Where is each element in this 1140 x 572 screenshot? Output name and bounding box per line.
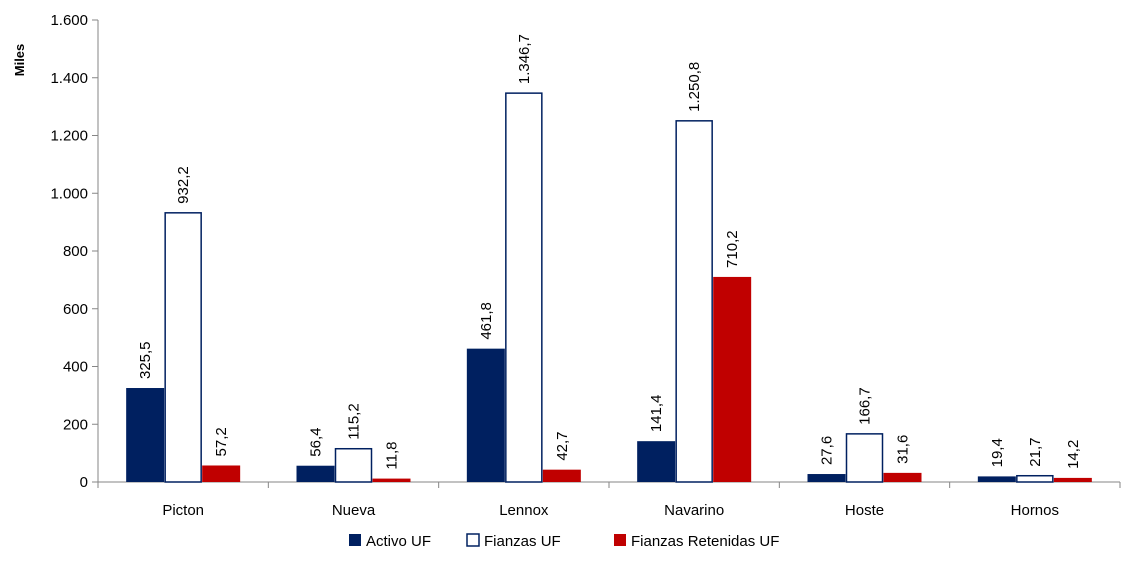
data-label: 14,2	[1065, 440, 1082, 469]
bar	[977, 476, 1016, 482]
data-label: 19,4	[989, 438, 1006, 467]
y-tick-label: 200	[63, 416, 88, 433]
bar	[675, 120, 713, 483]
bar	[1016, 474, 1054, 483]
legend-label: Fianzas Retenidas UF	[631, 533, 779, 550]
y-tick-label: 1.600	[50, 12, 88, 29]
bar	[334, 447, 373, 483]
legend-swatch	[466, 533, 480, 547]
y-tick-label: 1.000	[50, 185, 88, 202]
y-tick-label: 600	[63, 301, 88, 318]
x-tick-label: Hoste	[845, 502, 884, 519]
bar	[542, 469, 581, 482]
data-label: 27,6	[819, 436, 836, 465]
y-tick-label: 1.400	[50, 70, 88, 87]
bar	[126, 388, 165, 482]
data-label: 461,8	[478, 302, 495, 340]
data-label: 710,2	[724, 230, 741, 268]
y-tick-label: 0	[80, 474, 88, 491]
data-label: 1.346,7	[516, 34, 533, 84]
data-label: 56,4	[308, 428, 325, 457]
data-label: 325,5	[137, 341, 154, 379]
data-label: 932,2	[175, 166, 192, 204]
x-tick-label: Picton	[162, 502, 204, 519]
x-tick-label: Lennox	[499, 502, 549, 519]
legend-swatch	[614, 534, 626, 546]
data-label: 1.250,8	[686, 62, 703, 112]
y-tick-label: 1.200	[50, 128, 88, 145]
data-label: 11,8	[384, 441, 401, 469]
legend-label: Fianzas UF	[484, 533, 561, 550]
data-label: 166,7	[857, 387, 874, 425]
bar	[637, 441, 676, 482]
bar	[296, 465, 335, 482]
data-label: 42,7	[554, 431, 571, 460]
bar	[466, 348, 505, 482]
legend-swatch	[349, 534, 361, 546]
bar	[372, 478, 411, 482]
data-label: 115,2	[346, 403, 363, 439]
y-axis-label: Miles	[12, 44, 27, 77]
x-tick-label: Navarino	[664, 502, 724, 519]
bar	[505, 92, 543, 483]
data-label: 57,2	[213, 427, 230, 456]
x-tick-label: Nueva	[332, 502, 376, 519]
data-label: 31,6	[895, 435, 912, 464]
bar	[845, 433, 884, 483]
bar	[713, 276, 752, 482]
bar	[807, 474, 846, 482]
bar	[164, 212, 202, 483]
legend-label: Activo UF	[366, 533, 431, 550]
bar	[202, 465, 241, 482]
y-tick-label: 800	[63, 243, 88, 260]
bar	[1053, 477, 1092, 482]
y-tick-label: 400	[63, 359, 88, 376]
x-tick-label: Hornos	[1011, 502, 1059, 519]
data-label: 141,4	[648, 395, 665, 433]
bar	[883, 472, 922, 482]
data-label: 21,7	[1027, 438, 1044, 467]
